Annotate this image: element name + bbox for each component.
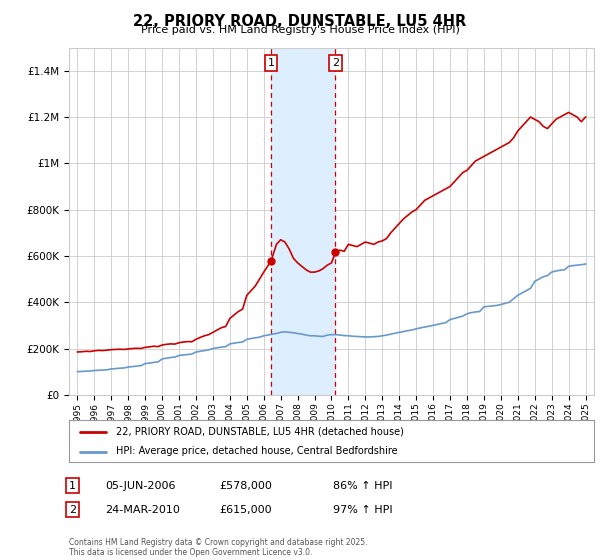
Text: £615,000: £615,000 — [219, 505, 272, 515]
Text: 97% ↑ HPI: 97% ↑ HPI — [333, 505, 392, 515]
Text: 05-JUN-2006: 05-JUN-2006 — [105, 480, 176, 491]
Text: Contains HM Land Registry data © Crown copyright and database right 2025.
This d: Contains HM Land Registry data © Crown c… — [69, 538, 367, 557]
Text: 24-MAR-2010: 24-MAR-2010 — [105, 505, 180, 515]
Text: £578,000: £578,000 — [219, 480, 272, 491]
Text: 22, PRIORY ROAD, DUNSTABLE, LU5 4HR (detached house): 22, PRIORY ROAD, DUNSTABLE, LU5 4HR (det… — [116, 427, 404, 437]
Text: 22, PRIORY ROAD, DUNSTABLE, LU5 4HR: 22, PRIORY ROAD, DUNSTABLE, LU5 4HR — [133, 14, 467, 29]
Text: 2: 2 — [332, 58, 339, 68]
Text: HPI: Average price, detached house, Central Bedfordshire: HPI: Average price, detached house, Cent… — [116, 446, 398, 456]
Text: 86% ↑ HPI: 86% ↑ HPI — [333, 480, 392, 491]
Text: 1: 1 — [268, 58, 275, 68]
Text: 1: 1 — [69, 480, 76, 491]
Text: 2: 2 — [69, 505, 76, 515]
Bar — [271, 48, 335, 395]
Text: Price paid vs. HM Land Registry's House Price Index (HPI): Price paid vs. HM Land Registry's House … — [140, 25, 460, 35]
